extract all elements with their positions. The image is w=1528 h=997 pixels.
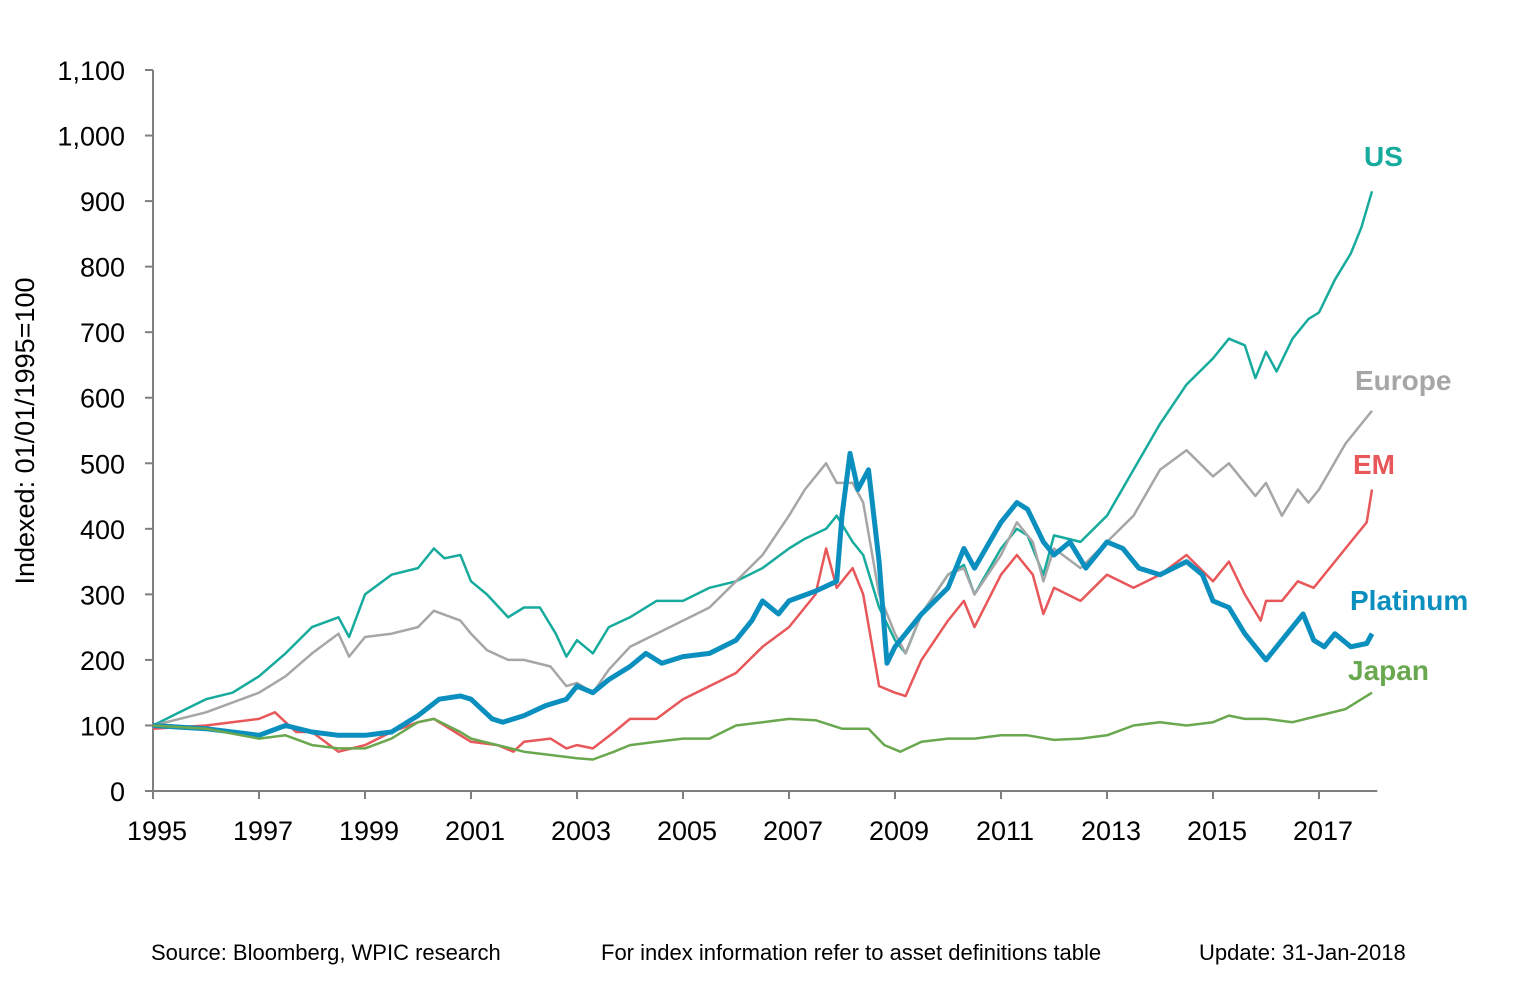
y-tick-label: 200 bbox=[80, 646, 125, 676]
series-label-em: EM bbox=[1353, 449, 1395, 480]
update-date: Update: 31-Jan-2018 bbox=[1199, 940, 1406, 965]
index-info-note: For index information refer to asset def… bbox=[601, 940, 1102, 965]
series-label-platinum: Platinum bbox=[1350, 585, 1468, 616]
x-tick-label: 1997 bbox=[233, 816, 293, 846]
series-line-platinum bbox=[152, 450, 1375, 738]
x-tick-label: 1999 bbox=[339, 816, 399, 846]
series-label-us: US bbox=[1364, 141, 1403, 172]
series-labels: US Europe EM Platinum Japan bbox=[1348, 141, 1468, 686]
y-tick-label: 700 bbox=[80, 318, 125, 348]
x-tick-label: 2013 bbox=[1081, 816, 1141, 846]
series-line-em bbox=[152, 489, 1374, 753]
y-tick-label: 800 bbox=[80, 253, 125, 283]
y-tick-label: 500 bbox=[80, 449, 125, 479]
series-label-japan: Japan bbox=[1348, 655, 1429, 686]
series-line-us bbox=[152, 190, 1374, 727]
series-line-japan bbox=[152, 691, 1373, 761]
source-note: Source: Bloomberg, WPIC research bbox=[151, 940, 501, 965]
y-tick-label: 0 bbox=[110, 777, 125, 807]
x-tick-label: 2001 bbox=[445, 816, 505, 846]
x-tick-label: 2017 bbox=[1293, 816, 1353, 846]
x-tick-label: 1995 bbox=[127, 816, 187, 846]
x-tick-label: 2015 bbox=[1187, 816, 1247, 846]
series-lines bbox=[152, 190, 1375, 761]
axes: 0 100 200 300 400 500 600 700 800 900 1,000 1,100 19… bbox=[57, 56, 1378, 846]
y-tick-label: 1,100 bbox=[57, 56, 125, 86]
y-tick-label: 1,000 bbox=[57, 122, 125, 152]
series-label-europe: Europe bbox=[1355, 365, 1451, 396]
y-tick-label: 900 bbox=[80, 187, 125, 217]
y-tick-label: 300 bbox=[80, 580, 125, 610]
y-tick-label: 400 bbox=[80, 515, 125, 545]
x-tick-label: 2011 bbox=[976, 816, 1034, 846]
x-tick-label: 2003 bbox=[551, 816, 611, 846]
y-tick-label: 600 bbox=[80, 384, 125, 414]
x-tick-label: 2009 bbox=[869, 816, 929, 846]
x-tick-label: 2005 bbox=[657, 816, 717, 846]
y-axis-label: Indexed: 01/01/1995=100 bbox=[10, 277, 40, 584]
y-tick-label: 100 bbox=[80, 711, 125, 741]
x-tick-label: 2007 bbox=[763, 816, 823, 846]
